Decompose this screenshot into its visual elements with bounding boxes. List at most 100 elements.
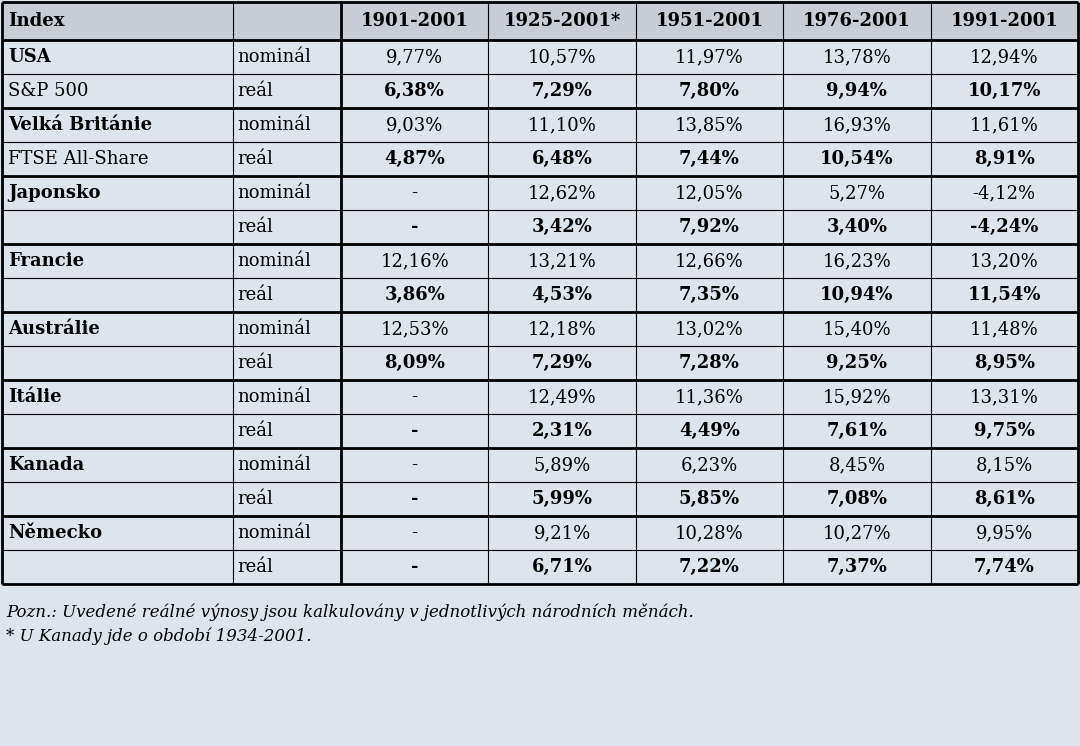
Text: 9,95%: 9,95%: [975, 524, 1032, 542]
Bar: [2, 448, 1078, 482]
Text: 1925-2001*: 1925-2001*: [503, 12, 621, 30]
Text: 11,48%: 11,48%: [970, 320, 1039, 338]
Text: 7,29%: 7,29%: [531, 354, 593, 372]
Text: nominál: nominál: [238, 388, 311, 406]
Text: reál: reál: [238, 218, 273, 236]
Text: Pozn.: Uvedené reálné výnosy jsou kalkulovány v jednotlivých národních měnách.: Pozn.: Uvedené reálné výnosy jsou kalkul…: [6, 604, 693, 621]
Bar: [2, 278, 1078, 312]
Text: 7,28%: 7,28%: [679, 354, 740, 372]
Text: 11,61%: 11,61%: [970, 116, 1039, 134]
Bar: [2, 414, 1078, 448]
Text: 15,40%: 15,40%: [823, 320, 891, 338]
Bar: [2, 516, 1078, 550]
Text: 13,21%: 13,21%: [528, 252, 596, 270]
Text: 10,17%: 10,17%: [968, 82, 1041, 100]
Text: 7,29%: 7,29%: [531, 82, 593, 100]
Bar: [2, 346, 1078, 380]
Text: Austrálie: Austrálie: [8, 320, 99, 338]
Text: FTSE All-Share: FTSE All-Share: [8, 150, 149, 168]
Text: 6,23%: 6,23%: [680, 456, 738, 474]
Text: * U Kanady jde o období 1934-2001.: * U Kanady jde o období 1934-2001.: [6, 627, 311, 645]
Text: -: -: [410, 490, 418, 508]
Text: 13,85%: 13,85%: [675, 116, 744, 134]
Bar: [2, 312, 1078, 346]
Text: 5,85%: 5,85%: [679, 490, 740, 508]
Bar: [2, 2, 1078, 40]
Text: nominál: nominál: [238, 48, 311, 66]
Text: 8,91%: 8,91%: [974, 150, 1035, 168]
Bar: [2, 210, 1078, 244]
Bar: [2, 550, 1078, 584]
Text: 2,31%: 2,31%: [531, 422, 593, 440]
Text: nominál: nominál: [238, 456, 311, 474]
Text: 4,87%: 4,87%: [384, 150, 445, 168]
Text: nominál: nominál: [238, 116, 311, 134]
Text: 13,02%: 13,02%: [675, 320, 744, 338]
Text: 9,21%: 9,21%: [534, 524, 591, 542]
Text: 7,35%: 7,35%: [679, 286, 740, 304]
Text: nominál: nominál: [238, 252, 311, 270]
Text: Itálie: Itálie: [8, 388, 62, 406]
Text: 5,89%: 5,89%: [534, 456, 591, 474]
Text: 10,57%: 10,57%: [528, 48, 596, 66]
Text: nominál: nominál: [238, 184, 311, 202]
Text: 7,37%: 7,37%: [826, 558, 888, 576]
Bar: [2, 380, 1078, 414]
Text: 12,16%: 12,16%: [380, 252, 449, 270]
Bar: [2, 142, 1078, 176]
Text: Německo: Německo: [8, 524, 103, 542]
Text: -: -: [411, 456, 418, 474]
Text: reál: reál: [238, 354, 273, 372]
Text: 7,08%: 7,08%: [826, 490, 888, 508]
Text: 15,92%: 15,92%: [823, 388, 891, 406]
Text: reál: reál: [238, 422, 273, 440]
Text: -4,12%: -4,12%: [973, 184, 1036, 202]
Text: 1976-2001: 1976-2001: [804, 12, 910, 30]
Text: 9,25%: 9,25%: [826, 354, 888, 372]
Text: 16,93%: 16,93%: [823, 116, 891, 134]
Text: nominál: nominál: [238, 320, 311, 338]
Text: 8,45%: 8,45%: [828, 456, 886, 474]
Text: 1991-2001: 1991-2001: [950, 12, 1058, 30]
Bar: [2, 244, 1078, 278]
Text: 6,48%: 6,48%: [531, 150, 593, 168]
Text: 12,66%: 12,66%: [675, 252, 744, 270]
Text: Francie: Francie: [8, 252, 84, 270]
Text: 1951-2001: 1951-2001: [656, 12, 764, 30]
Text: Japonsko: Japonsko: [8, 184, 100, 202]
Bar: [2, 108, 1078, 142]
Text: 10,54%: 10,54%: [820, 150, 893, 168]
Text: 4,49%: 4,49%: [679, 422, 740, 440]
Text: 10,28%: 10,28%: [675, 524, 744, 542]
Text: 12,49%: 12,49%: [528, 388, 596, 406]
Text: -: -: [411, 184, 418, 202]
Text: 8,95%: 8,95%: [974, 354, 1035, 372]
Text: 3,42%: 3,42%: [531, 218, 593, 236]
Text: 7,22%: 7,22%: [679, 558, 740, 576]
Text: reál: reál: [238, 286, 273, 304]
Text: -4,24%: -4,24%: [970, 218, 1039, 236]
Text: 11,10%: 11,10%: [528, 116, 596, 134]
Text: Velká Británie: Velká Británie: [8, 116, 152, 134]
Text: 9,94%: 9,94%: [826, 82, 888, 100]
Text: 7,44%: 7,44%: [679, 150, 740, 168]
Text: 13,20%: 13,20%: [970, 252, 1039, 270]
Text: 6,38%: 6,38%: [384, 82, 445, 100]
Text: 10,27%: 10,27%: [823, 524, 891, 542]
Text: 8,09%: 8,09%: [384, 354, 445, 372]
Text: 12,53%: 12,53%: [380, 320, 449, 338]
Text: -: -: [410, 218, 418, 236]
Text: 7,92%: 7,92%: [679, 218, 740, 236]
Text: -: -: [411, 388, 418, 406]
Text: USA: USA: [8, 48, 51, 66]
Text: -: -: [410, 558, 418, 576]
Text: 6,71%: 6,71%: [531, 558, 593, 576]
Text: 9,03%: 9,03%: [386, 116, 443, 134]
Text: 8,15%: 8,15%: [975, 456, 1032, 474]
Text: 3,86%: 3,86%: [384, 286, 445, 304]
Bar: [2, 176, 1078, 210]
Text: 13,78%: 13,78%: [823, 48, 891, 66]
Text: 11,54%: 11,54%: [968, 286, 1041, 304]
Text: 7,74%: 7,74%: [974, 558, 1035, 576]
Text: Index: Index: [8, 12, 65, 30]
